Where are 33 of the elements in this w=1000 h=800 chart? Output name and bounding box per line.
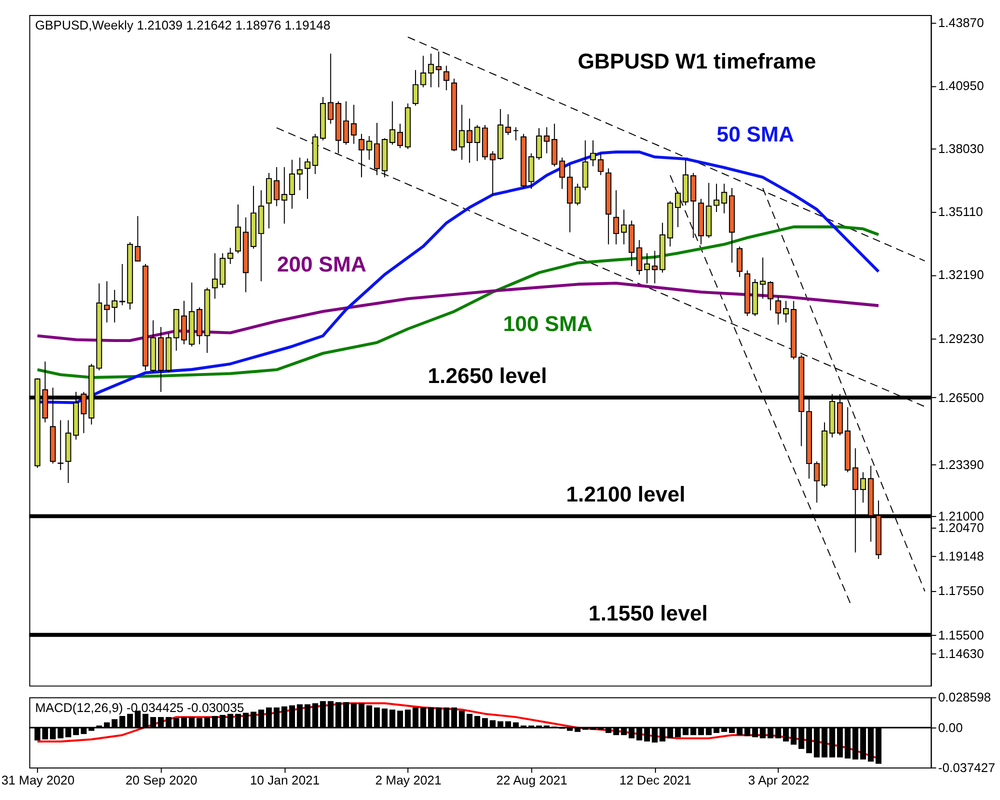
y-tick-label: 1.20470 bbox=[938, 521, 984, 536]
y-tick-label: 0.00 bbox=[938, 721, 963, 736]
y-tick-label: 1.21000 bbox=[938, 510, 984, 524]
x-tick-label: 22 Aug 2021 bbox=[496, 774, 568, 788]
x-tick-label: 2 May 2021 bbox=[375, 774, 442, 788]
y-tick-label: -0.037427 bbox=[938, 760, 996, 775]
chart-title: MACD(12,26,9) -0.034425 -0.030035 bbox=[35, 700, 244, 715]
x-tick-label: 3 Apr 2022 bbox=[748, 774, 810, 788]
y-tick-label: 1.32190 bbox=[938, 268, 984, 282]
y-tick-label: 1.19148 bbox=[938, 550, 984, 564]
ref-line-label: 1.1550 level bbox=[588, 601, 708, 626]
annotation: GBPUSD W1 timeframe bbox=[578, 50, 816, 74]
y-tick-label: 1.15500 bbox=[938, 628, 984, 642]
x-tick-label: 12 Dec 2021 bbox=[619, 774, 692, 788]
series-label: 100 SMA bbox=[503, 312, 592, 336]
x-tick-label: 10 Jan 2021 bbox=[250, 774, 320, 788]
y-tick-label: 1.35110 bbox=[938, 205, 983, 220]
y-tick-label: 1.29230 bbox=[938, 332, 984, 346]
series-label: 50 SMA bbox=[716, 122, 794, 147]
chart-title: GBPUSD,Weekly 1.21039 1.21642 1.18976 1.19148 bbox=[35, 18, 330, 33]
y-tick-label: 1.14630 bbox=[938, 647, 984, 662]
y-tick-label: 1.43870 bbox=[938, 16, 984, 30]
x-tick-label: 20 Sep 2020 bbox=[125, 774, 198, 788]
y-tick-label: 1.38030 bbox=[938, 142, 984, 156]
ref-line-label: 1.2650 level bbox=[428, 364, 547, 388]
y-tick-label: 1.23390 bbox=[938, 458, 984, 472]
y-tick-label: 1.40950 bbox=[938, 79, 984, 94]
x-tick-label: 31 May 2020 bbox=[1, 774, 74, 788]
y-tick-label: 0.028598 bbox=[938, 690, 991, 705]
y-tick-label: 1.17550 bbox=[938, 584, 984, 598]
ref-line-label: 1.2100 level bbox=[566, 482, 686, 507]
y-tick-label: 1.26500 bbox=[938, 390, 984, 405]
series-label: 200 SMA bbox=[276, 252, 366, 276]
